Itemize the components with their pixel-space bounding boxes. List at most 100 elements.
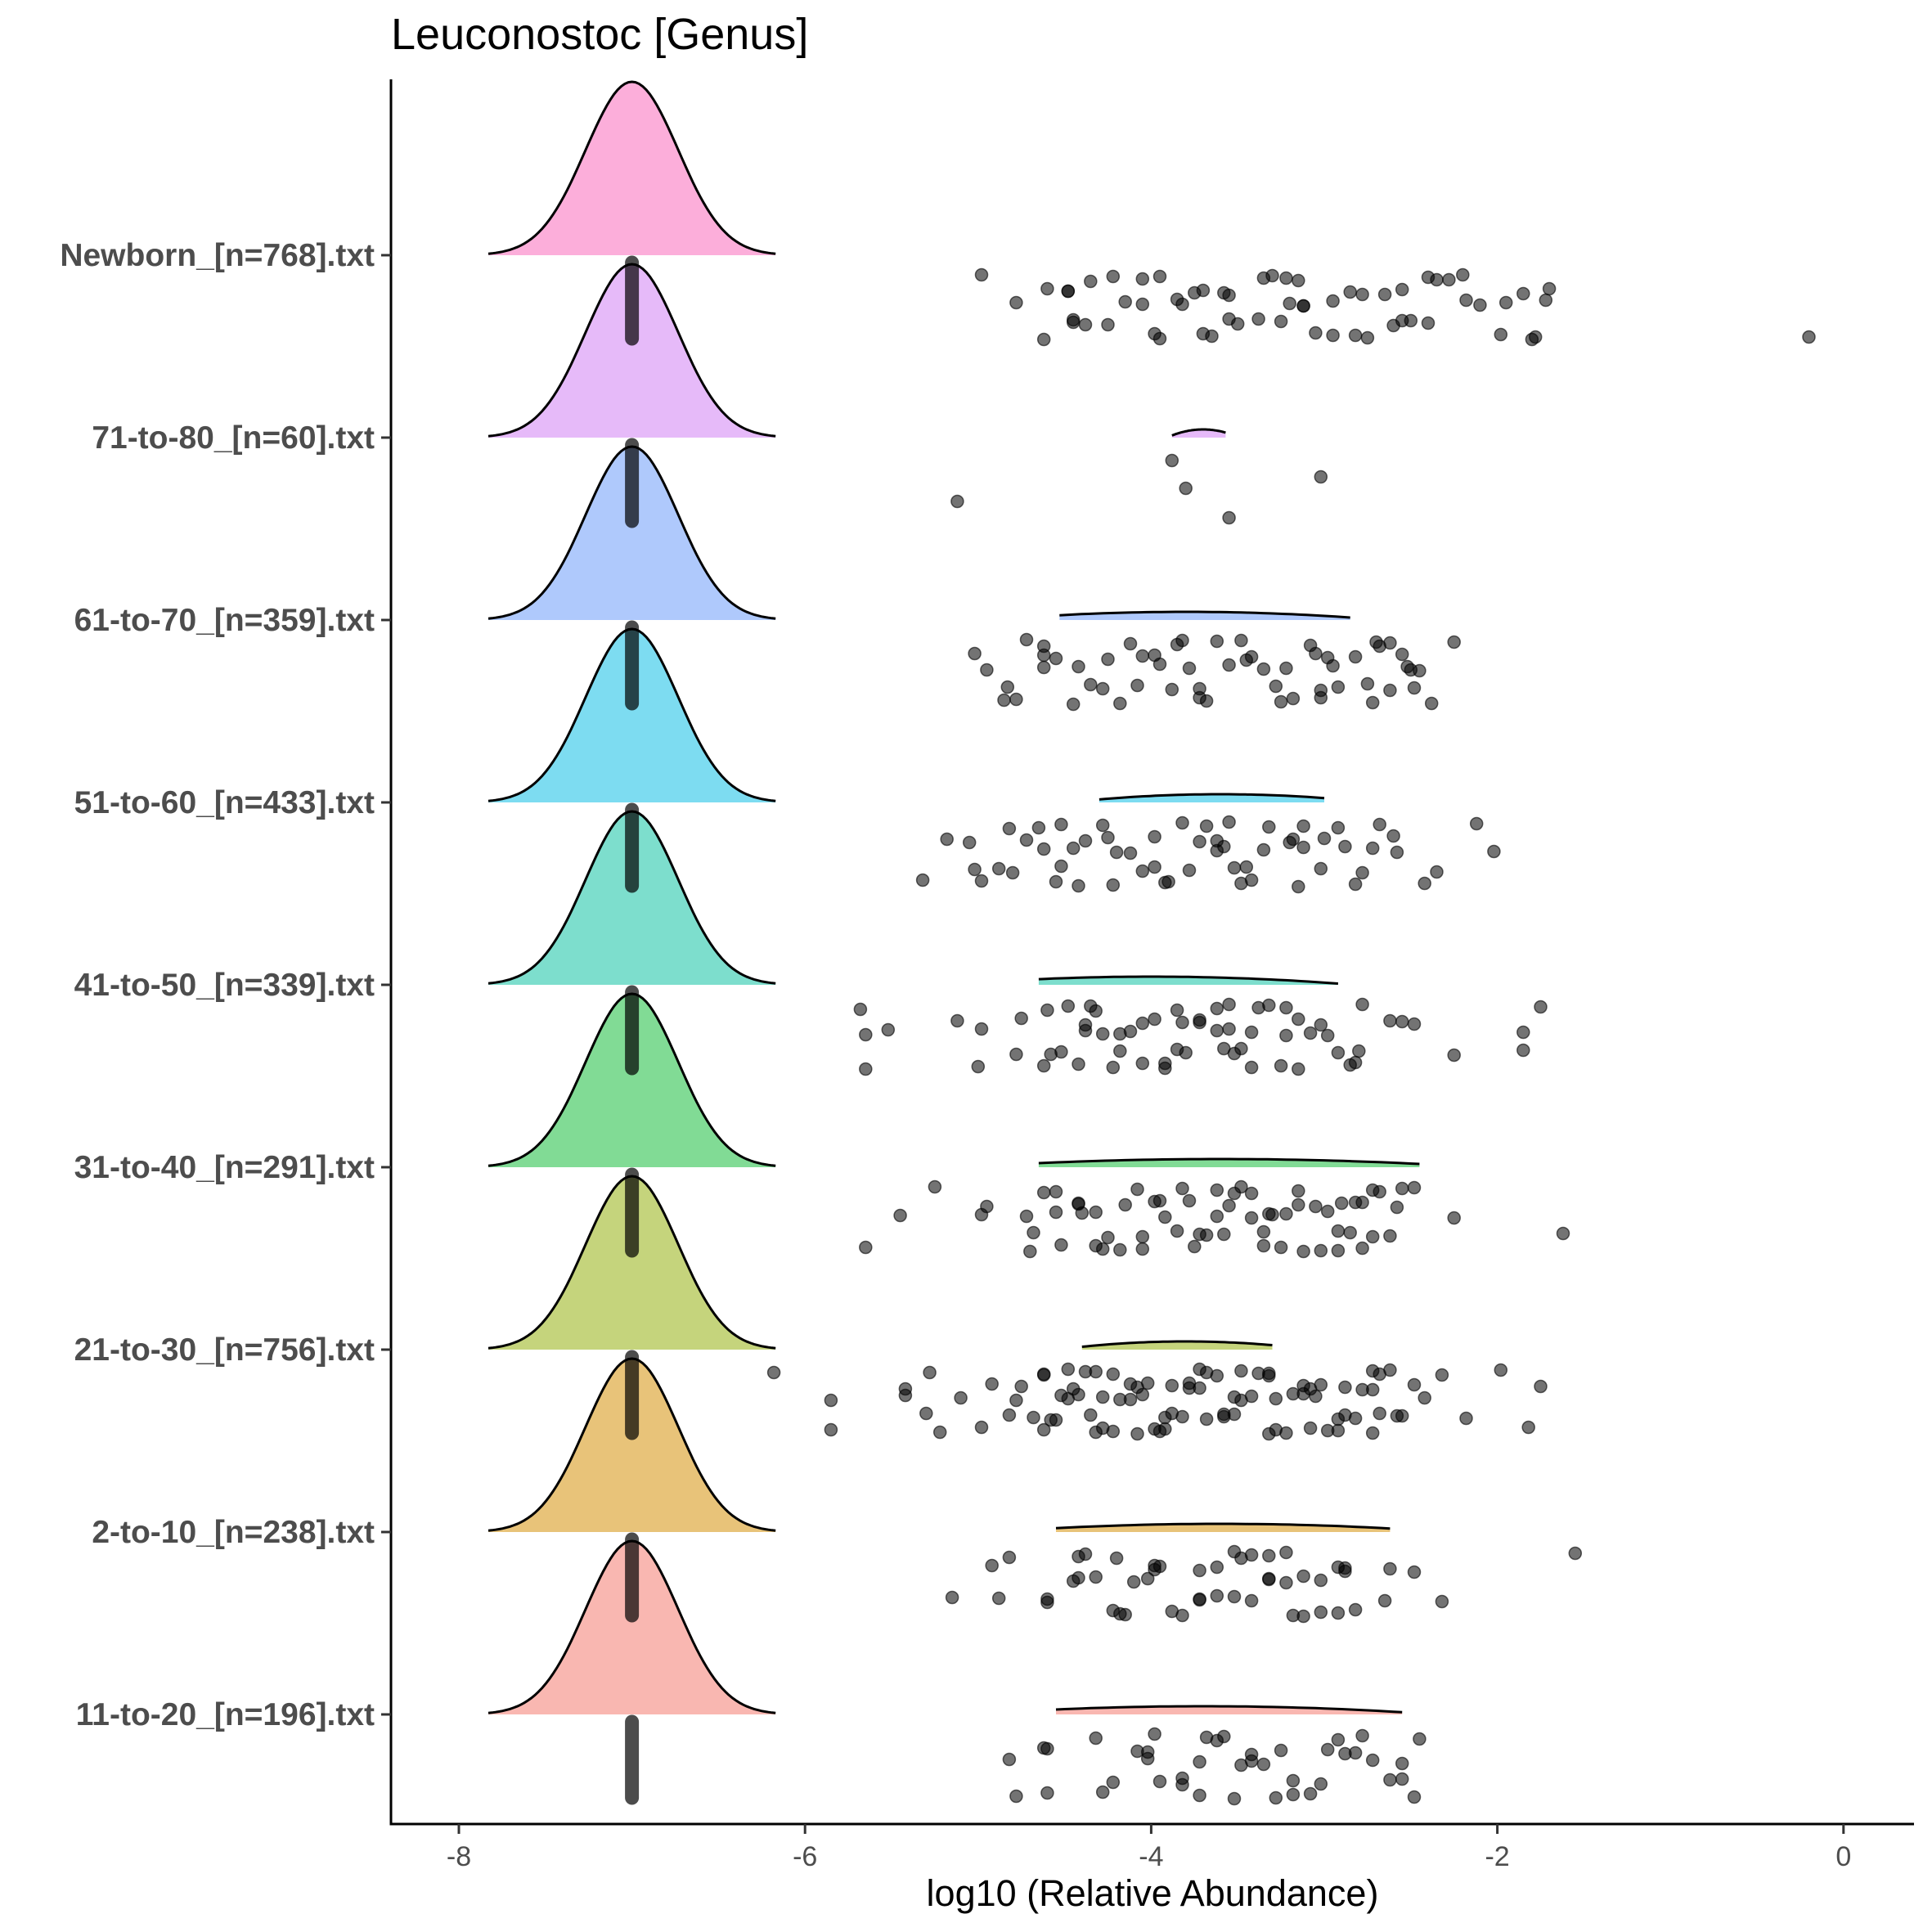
data-point — [1040, 281, 1054, 296]
data-point — [1251, 1366, 1265, 1381]
data-point — [1473, 298, 1487, 312]
data-point — [1072, 878, 1085, 893]
data-point — [1019, 632, 1034, 647]
data-point — [1217, 1407, 1231, 1422]
data-point — [1286, 1608, 1301, 1623]
data-point — [1095, 681, 1110, 696]
data-point — [1244, 1186, 1259, 1201]
data-point — [1274, 1058, 1288, 1073]
data-point — [1109, 1551, 1124, 1566]
data-point — [1421, 316, 1436, 330]
data-point — [1390, 1200, 1404, 1215]
data-point — [1036, 1368, 1051, 1382]
data-point — [1210, 1588, 1224, 1603]
secondary-density-fill-41-to-50 — [1038, 977, 1338, 985]
data-point — [923, 1365, 937, 1380]
data-point — [1019, 1209, 1034, 1224]
data-point — [1014, 1379, 1028, 1394]
data-point — [1279, 661, 1293, 676]
data-point — [1390, 845, 1404, 860]
data-point — [1355, 865, 1369, 880]
data-point — [1802, 330, 1816, 344]
data-point — [1126, 1575, 1141, 1589]
data-point — [1002, 1550, 1017, 1565]
data-point — [1130, 678, 1144, 693]
data-point — [1373, 1367, 1386, 1382]
data-point — [1331, 1224, 1346, 1238]
data-point — [1165, 1378, 1179, 1393]
data-point — [915, 873, 930, 887]
data-point — [1395, 1014, 1409, 1029]
data-point — [1095, 1421, 1110, 1436]
data-point — [1292, 273, 1305, 288]
data-point — [1182, 863, 1197, 878]
data-point — [1101, 317, 1115, 332]
data-point — [1303, 1382, 1318, 1396]
data-point — [1303, 1786, 1318, 1801]
data-point — [1078, 317, 1093, 332]
data-point — [1036, 648, 1051, 663]
data-point — [1528, 330, 1543, 344]
x-tick-label: -8 — [447, 1841, 471, 1872]
data-point — [1135, 1016, 1150, 1031]
data-point — [991, 861, 1006, 876]
data-point — [945, 1590, 959, 1605]
data-point — [1040, 1003, 1054, 1018]
data-point — [1365, 695, 1380, 710]
data-point — [1054, 1238, 1068, 1252]
data-point — [1175, 297, 1189, 312]
data-point — [1303, 1026, 1318, 1040]
data-point — [1331, 820, 1346, 835]
y-tick-label: 51-to-60_[n=433].txt — [74, 785, 375, 820]
data-point — [1101, 652, 1115, 667]
data-point — [1383, 1561, 1397, 1576]
data-point — [1101, 1230, 1115, 1245]
data-point — [1193, 690, 1206, 705]
data-point — [1377, 1593, 1392, 1608]
data-point — [1061, 1391, 1076, 1406]
data-point — [1078, 833, 1093, 848]
data-point — [980, 663, 994, 677]
y-tick-label: 21-to-30_[n=756].txt — [74, 1332, 375, 1368]
data-point — [1222, 815, 1236, 829]
data-point — [1386, 318, 1400, 333]
data-point — [1256, 1238, 1271, 1253]
data-point — [1244, 1754, 1259, 1768]
data-point — [1031, 820, 1046, 835]
data-point — [1135, 1056, 1150, 1071]
data-point — [1244, 1593, 1259, 1608]
data-point — [1084, 1408, 1098, 1422]
data-point — [1061, 999, 1076, 1013]
data-point — [1262, 820, 1276, 834]
x-tick-label: -4 — [1139, 1841, 1163, 1872]
data-point — [1395, 1756, 1409, 1771]
points-layer — [766, 267, 1816, 1806]
data-point — [1407, 681, 1422, 695]
x-axis-title: log10 (Relative Abundance) — [927, 1872, 1379, 1914]
data-point — [1179, 1045, 1193, 1060]
data-point — [1234, 1393, 1248, 1408]
data-point — [1338, 1746, 1352, 1761]
data-point — [1373, 1406, 1386, 1421]
data-point — [1309, 326, 1323, 340]
data-point — [1314, 470, 1328, 484]
data-point — [1279, 1028, 1293, 1043]
data-point — [1274, 1240, 1288, 1255]
plot-area — [487, 80, 1816, 1806]
data-point — [1089, 1731, 1103, 1746]
data-point — [1286, 691, 1301, 706]
data-point — [1355, 1241, 1369, 1256]
data-point — [1369, 635, 1383, 649]
data-point — [1036, 1058, 1051, 1073]
data-point — [1309, 1199, 1323, 1214]
data-point — [928, 1179, 942, 1194]
data-point — [1395, 282, 1409, 297]
data-point — [1072, 659, 1085, 674]
data-point — [1521, 1420, 1535, 1435]
data-point — [1459, 1411, 1473, 1426]
data-point — [1101, 830, 1115, 845]
y-axis: 11-to-20_[n=196].txt 2-to-10_[n=238].txt 2… — [60, 238, 391, 1732]
data-point — [1227, 1186, 1242, 1201]
data-point — [991, 1591, 1006, 1606]
data-point — [1320, 1423, 1335, 1438]
